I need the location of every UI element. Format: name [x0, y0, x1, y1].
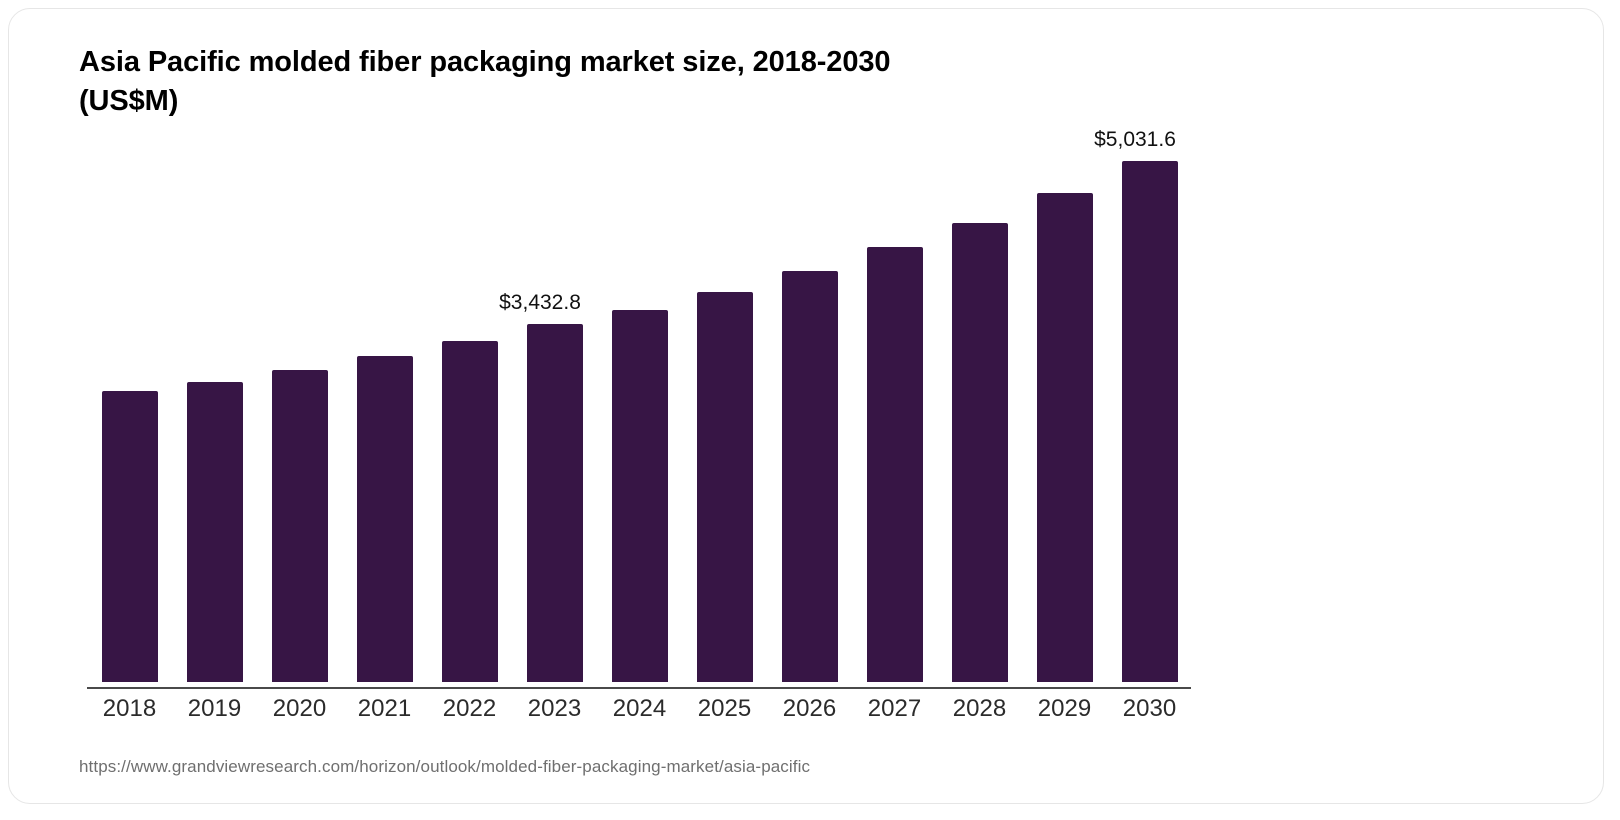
bar-group	[427, 129, 512, 682]
bar[interactable]	[867, 247, 923, 682]
bar-value-label: $5,031.6	[1094, 128, 1176, 151]
bar-group	[257, 129, 342, 682]
x-tick-label-2030: 2030	[1122, 695, 1177, 722]
x-tick-label-2027: 2027	[867, 695, 922, 722]
bar[interactable]	[1037, 193, 1093, 682]
chart-card: Asia Pacific molded fiber packaging mark…	[8, 8, 1604, 804]
bar-group	[682, 129, 767, 682]
page-title: Asia Pacific molded fiber packaging mark…	[79, 43, 1139, 122]
bar[interactable]	[527, 324, 583, 682]
x-tick-label-2019: 2019	[187, 695, 242, 722]
bar-group	[172, 129, 257, 682]
bar-series: $3,432.8 $5,031.6	[87, 128, 1197, 682]
x-axis-tick-labels: 2018 2019 2020 2021 2022 2023 2024 2025 2026 2027…	[87, 695, 1197, 731]
x-tick-label-2026: 2026	[782, 695, 837, 722]
bar-group: $5,031.6	[1094, 128, 1192, 682]
bar-group	[767, 129, 852, 682]
x-tick-label-2029: 2029	[1037, 695, 1092, 722]
source-url[interactable]: https://www.grandviewresearch.com/horizo…	[79, 757, 811, 776]
x-tick-label-2025: 2025	[697, 695, 752, 722]
title-line-1: Asia Pacific molded fiber packaging mark…	[79, 46, 891, 78]
title-line-2: (US$M)	[79, 85, 179, 118]
x-tick-label-2018: 2018	[102, 695, 157, 722]
bar[interactable]	[187, 382, 243, 682]
bar[interactable]	[697, 292, 753, 682]
x-tick-label-2023: 2023	[527, 695, 582, 722]
x-tick-label-2028: 2028	[952, 695, 1007, 722]
x-tick-label-2022: 2022	[442, 695, 497, 722]
bar[interactable]	[102, 391, 158, 682]
bar-group	[852, 129, 937, 682]
bar-group	[597, 129, 682, 682]
x-axis-line	[87, 687, 1191, 689]
plot-area: $3,432.8 $5,031.6	[87, 128, 1197, 689]
bar-group	[87, 129, 172, 682]
bar[interactable]	[782, 271, 838, 682]
bar[interactable]	[357, 356, 413, 682]
bar[interactable]	[612, 310, 668, 682]
bar-group	[342, 129, 427, 682]
bar-group	[1022, 129, 1107, 682]
x-tick-label-2021: 2021	[357, 695, 412, 722]
bar-group	[937, 129, 1022, 682]
bar[interactable]	[952, 223, 1008, 682]
bar-value-label: $3,432.8	[499, 291, 581, 314]
x-tick-label-2024: 2024	[612, 695, 667, 722]
bar[interactable]	[272, 370, 328, 682]
x-tick-label-2020: 2020	[272, 695, 327, 722]
bar[interactable]	[1122, 161, 1178, 682]
bar[interactable]	[442, 341, 498, 682]
bar-group: $3,432.8	[499, 129, 597, 682]
